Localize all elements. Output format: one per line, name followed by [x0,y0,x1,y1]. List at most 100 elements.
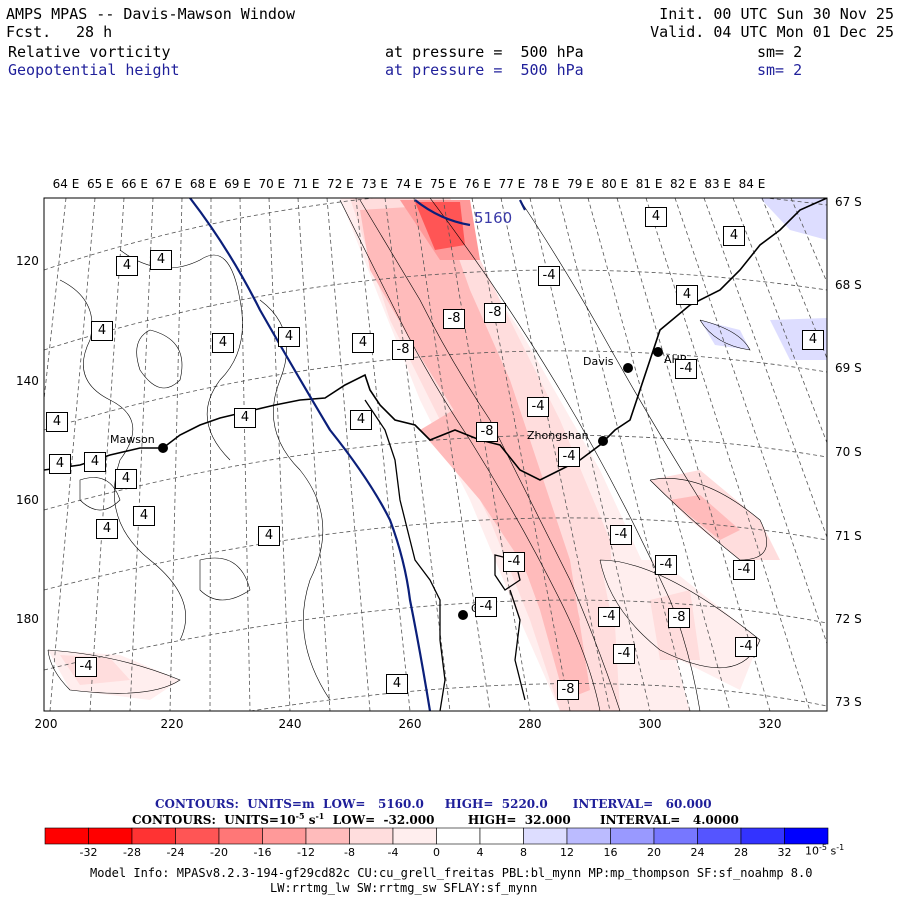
vorticity-contour-label: -4 [610,525,632,545]
colorbar-swatch [610,827,655,845]
vorticity-contour-label: -4 [538,266,560,286]
vorticity-contour-label: 4 [212,333,234,353]
x-grid-label: 220 [160,717,184,731]
longitude-label: 81 E [635,177,663,191]
colorbar-tick-label: 32 [777,846,792,859]
vorticity-contour-label: 4 [676,285,698,305]
height-contour-label: 5160 [474,209,513,227]
vorticity-contours [47,198,767,711]
vorticity-contour-label: -4 [655,555,677,575]
colorbar-tick-label: 24 [690,846,705,859]
longitude-label: 82 E [670,177,697,191]
longitude-label: 66 E [121,177,148,191]
colorbar-swatch [349,827,394,845]
x-grid-label: 280 [518,717,542,731]
davis-label: Davis [583,355,614,368]
glacier-outline [509,589,526,701]
y-grid-label: 180 [16,612,39,626]
height-contour [189,198,432,711]
vorticity-contour-label: -8 [443,309,465,329]
vorticity-contour-label: -8 [668,608,690,628]
vorticity-contour-label: -8 [484,303,506,323]
vorticity-contour-label: 4 [723,226,745,246]
colorbar-swatch [784,827,829,845]
longitude-label: 79 E [567,177,594,191]
vorticity-contour-label: -4 [527,397,549,417]
davis-marker [623,363,633,373]
colorbar-swatch [479,827,524,845]
longitude-label: 65 E [86,177,114,191]
y-grid-label: 160 [16,493,39,507]
colorbar-tick-label: -16 [253,846,272,859]
vorticity-contour-label: -4 [75,657,97,677]
vorticity-contour-label: 4 [258,526,280,546]
field1-smoothing: sm= 2 [757,43,803,61]
longitude-label: 67 E [155,177,183,191]
colorbar-swatch [392,827,437,845]
x-grid-label: 300 [638,717,662,731]
field2-name: Geopotential height [8,61,180,79]
longitude-label: 83 E [704,177,732,191]
colorbar-tick-label: -20 [210,846,228,859]
latitude-label: 73 S [835,695,862,709]
latitude-label: 69 S [835,361,862,375]
vorticity-contour-label: 4 [115,469,137,489]
latitude-label: 70 S [835,445,862,459]
colorbar-swatch [218,827,263,845]
vorticity-contour-label: 4 [84,452,106,472]
vorticity-contour-label: 4 [645,207,667,227]
x-grid-label: 240 [278,717,302,731]
longitude-label: 76 E [464,177,491,191]
mawson-marker [158,443,168,453]
colorbar-swatch [131,827,176,845]
vorticity-contour-label: -8 [557,680,579,700]
colorbar-swatch [305,827,350,845]
longitude-label: 73 E [361,177,389,191]
vorticity-contour-label: 4 [46,412,68,432]
vorticity-contour-label: -4 [735,637,757,657]
latitude-label: 68 S [835,278,862,292]
ice-shelf-edge [364,399,446,711]
colorbar-swatch [88,827,133,845]
colorbar-swatch [44,827,89,845]
vorticity-contour-label: 4 [802,330,824,350]
colorbar-swatch [740,827,785,845]
colorbar-tick-label: 8 [520,846,527,859]
colorbar-tick-label: -32 [79,846,98,859]
colorbar-tick-label: -12 [297,846,315,859]
vorticity-shading [48,198,827,711]
forecast-hour: 28 h [76,23,113,41]
longitude-label: 75 E [429,177,457,191]
vorticity-contour-label: -4 [475,597,497,617]
vorticity-contour-label: 4 [133,506,155,526]
vorticity-contour-label: 4 [91,321,113,341]
colorbar-tick-label: 12 [560,846,574,859]
longitude-label: 64 E [52,177,80,191]
field1-pressure: at pressure = 500 hPa [385,43,584,61]
longitude-label: 72 E [327,177,354,191]
longitude-label: 71 E [292,177,320,191]
vorticity-contour-label: -4 [675,359,697,379]
latitude-label: 72 S [835,612,862,626]
model-info-line1: Model Info: MPASv8.2.3-194-gf29cd82c CU:… [90,866,813,880]
vorticity-contour-label: 4 [49,454,71,474]
y-grid-label: 120 [16,254,39,268]
init-time: Init. 00 UTC Sun 30 Nov 25 [659,5,894,23]
longitude-label: 77 E [498,177,526,191]
vorticity-contour-label: 4 [386,674,408,694]
zhongshan-label: Zhongshan [527,429,589,442]
colorbar-swatch [262,827,307,845]
colorbar-swatch [566,827,611,845]
colorbar-tick-label: 28 [734,846,748,859]
field1-name: Relative vorticity [8,43,171,61]
forecast-label: Fcst. [6,23,52,41]
x-grid-label: 260 [398,717,422,731]
colorbar-tick-label: 0 [433,846,440,859]
coastline [44,198,827,481]
longitude-label: 69 E [224,177,251,191]
colorbar-tick-label: 4 [476,846,484,859]
colorbar-tick-label: -24 [166,846,185,859]
vorticity-contour-label: 4 [278,327,300,347]
height-contour-east [519,199,526,211]
